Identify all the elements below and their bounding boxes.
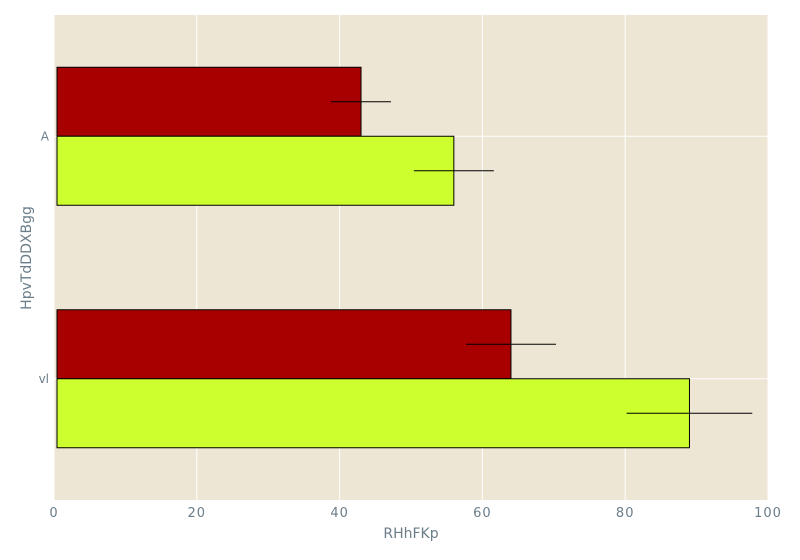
x-tick-label: 0 [49, 506, 58, 521]
bar [57, 379, 689, 448]
x-tick-label: 40 [330, 506, 349, 521]
y-tick-labels: Avl [39, 129, 50, 386]
bar [57, 67, 361, 136]
y-tick-label: A [41, 129, 50, 143]
x-tick-label: 60 [473, 506, 492, 521]
x-axis-title: RHhFKp [383, 526, 438, 542]
x-tick-labels: 0 20 40 60 80 100 [49, 506, 782, 521]
y-axis-title: HpvTdDDXBgg [19, 206, 35, 310]
x-tick-label: 80 [616, 506, 635, 521]
y-tick-label: vl [39, 372, 49, 386]
bar [57, 310, 511, 379]
bar [57, 136, 454, 205]
x-tick-label: 100 [754, 506, 782, 521]
x-tick-label: 20 [188, 506, 207, 521]
